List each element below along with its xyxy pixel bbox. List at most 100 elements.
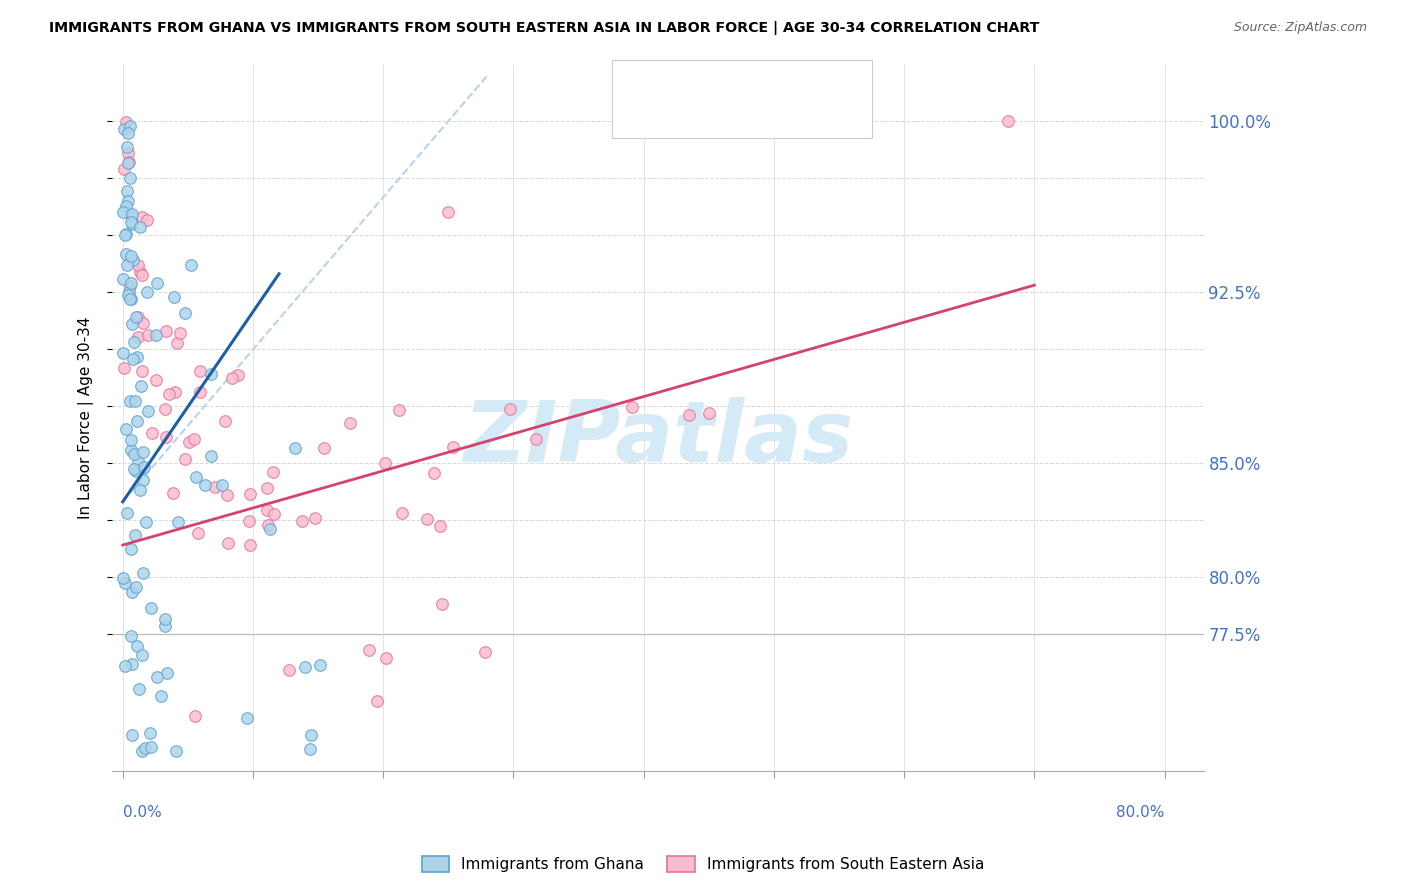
- Point: [131, 210, 153, 224]
- Point: [145, 327, 167, 342]
- Point: [120, 433, 142, 447]
- Point: [122, 335, 145, 350]
- Point: [134, 741, 156, 756]
- Point: [167, 515, 190, 529]
- Point: [163, 385, 186, 400]
- Point: [146, 670, 169, 684]
- Point: [194, 478, 217, 492]
- Point: [155, 324, 177, 338]
- Point: [124, 394, 146, 409]
- Point: [150, 689, 173, 703]
- Point: [115, 421, 138, 435]
- Text: R =  0.215   N = 95: R = 0.215 N = 95: [659, 72, 851, 90]
- Point: [111, 346, 134, 360]
- Point: [256, 502, 278, 516]
- Point: [115, 258, 138, 272]
- Point: [128, 681, 150, 696]
- Point: [115, 246, 138, 260]
- Point: [131, 364, 153, 378]
- Point: [217, 536, 239, 550]
- Point: [239, 538, 262, 552]
- Point: [125, 415, 148, 429]
- Point: [257, 518, 280, 533]
- Point: [115, 506, 138, 520]
- Point: [997, 114, 1019, 128]
- Point: [221, 370, 243, 384]
- Point: [120, 542, 142, 557]
- Point: [117, 154, 139, 169]
- Point: [200, 367, 222, 381]
- Point: [259, 522, 281, 536]
- Point: [432, 597, 454, 611]
- Point: [120, 442, 142, 457]
- Point: [136, 285, 159, 299]
- Point: [120, 279, 142, 293]
- Point: [132, 444, 155, 458]
- Point: [129, 483, 152, 498]
- Point: [122, 253, 145, 268]
- Point: [416, 512, 439, 526]
- Point: [122, 352, 145, 367]
- Point: [120, 209, 142, 223]
- Point: [157, 387, 180, 401]
- Point: [256, 481, 278, 495]
- Point: [308, 657, 330, 672]
- Point: [263, 508, 285, 522]
- Point: [304, 511, 326, 525]
- Point: [114, 576, 136, 591]
- Point: [124, 462, 146, 476]
- Legend: Immigrants from Ghana, Immigrants from South Eastern Asia: Immigrants from Ghana, Immigrants from S…: [413, 848, 993, 880]
- Point: [117, 194, 139, 208]
- Point: [120, 215, 142, 229]
- Point: [156, 666, 179, 681]
- Point: [127, 639, 149, 653]
- Point: [121, 317, 143, 331]
- Point: [374, 651, 396, 665]
- Point: [112, 571, 135, 585]
- Text: R =  0.408   N = 71: R = 0.408 N = 71: [659, 113, 851, 131]
- Point: [112, 360, 135, 375]
- Point: [139, 726, 162, 740]
- Point: [183, 708, 205, 723]
- Point: [124, 527, 146, 541]
- Point: [174, 452, 197, 467]
- Point: [127, 310, 149, 325]
- Point: [153, 619, 176, 633]
- Point: [177, 434, 200, 449]
- Point: [121, 585, 143, 599]
- Point: [131, 316, 153, 330]
- Point: [277, 663, 299, 677]
- Point: [146, 276, 169, 290]
- Point: [339, 417, 361, 431]
- Point: [118, 292, 141, 306]
- Point: [429, 519, 451, 533]
- Point: [127, 453, 149, 467]
- Text: IMMIGRANTS FROM GHANA VS IMMIGRANTS FROM SOUTH EASTERN ASIA IN LABOR FORCE | AGE: IMMIGRANTS FROM GHANA VS IMMIGRANTS FROM…: [49, 21, 1039, 35]
- Point: [132, 566, 155, 580]
- Point: [697, 407, 720, 421]
- Point: [239, 487, 262, 501]
- Point: [132, 473, 155, 487]
- Point: [262, 465, 284, 479]
- Point: [155, 430, 177, 444]
- Point: [118, 394, 141, 409]
- Point: [114, 658, 136, 673]
- Point: [388, 402, 411, 417]
- Point: [238, 514, 260, 528]
- Point: [112, 271, 135, 285]
- Point: [131, 744, 153, 758]
- Point: [129, 220, 152, 235]
- Point: [117, 145, 139, 160]
- Point: [391, 506, 413, 520]
- Point: [124, 464, 146, 478]
- Text: 80.0%: 80.0%: [1116, 805, 1164, 820]
- Point: [117, 156, 139, 170]
- Point: [188, 385, 211, 400]
- Point: [188, 364, 211, 378]
- Text: Source: ZipAtlas.com: Source: ZipAtlas.com: [1233, 21, 1367, 34]
- Point: [366, 694, 388, 708]
- Point: [214, 414, 236, 428]
- Point: [120, 292, 142, 306]
- Point: [125, 580, 148, 594]
- Point: [235, 711, 257, 725]
